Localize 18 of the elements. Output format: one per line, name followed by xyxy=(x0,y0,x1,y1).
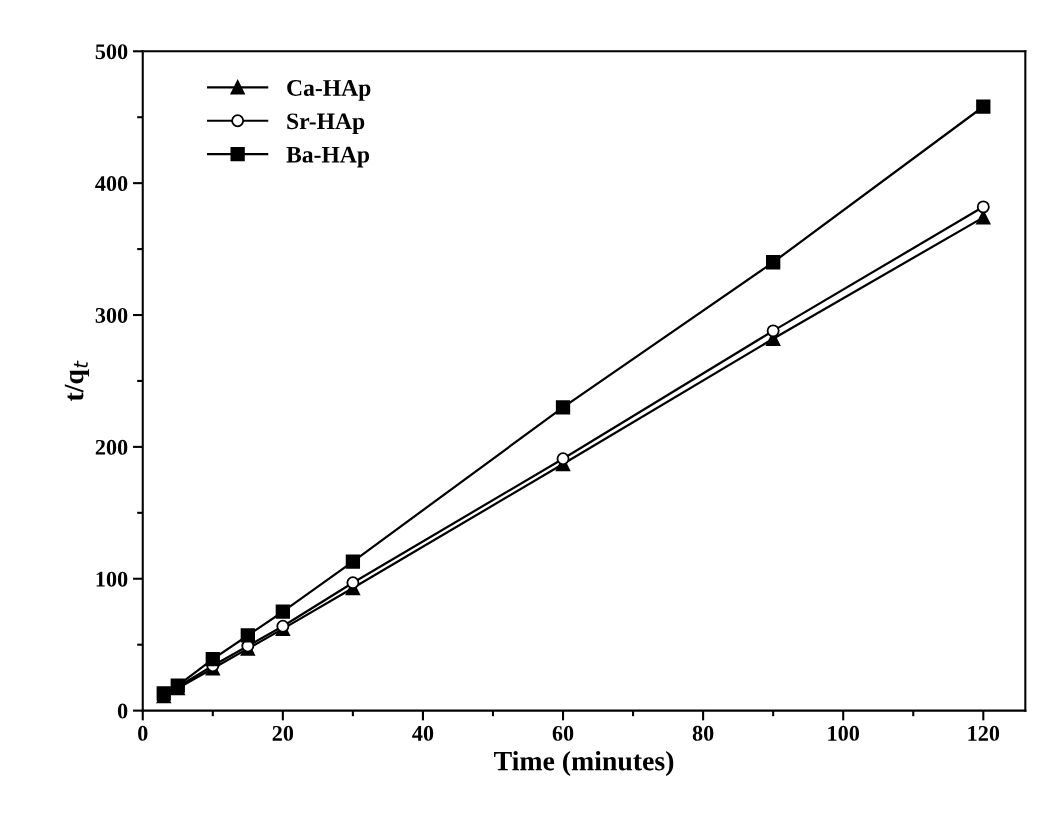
y-tick-label: 400 xyxy=(95,176,128,192)
x-axis-title: Time (minutes) xyxy=(494,750,674,777)
x-tick-label: 20 xyxy=(272,725,294,741)
x-tick-label: 60 xyxy=(552,725,574,741)
x-tick-label: 100 xyxy=(828,725,860,741)
legend-label: Sr-HAp xyxy=(287,113,365,135)
y-tick-label: 100 xyxy=(96,571,128,587)
y-axis-title: t/q$_{t}$ xyxy=(64,360,90,402)
legend-label: Ca-HAp xyxy=(287,80,371,101)
x-tick-label: 120 xyxy=(968,725,1000,741)
legend-label: Ba-HAp xyxy=(286,146,370,168)
y-tick-label: 0 xyxy=(117,703,128,719)
x-tick-label: 80 xyxy=(692,725,714,741)
y-tick-label: 200 xyxy=(95,439,128,455)
y-tick-label: 500 xyxy=(95,44,128,60)
x-tick-label: 40 xyxy=(412,725,434,741)
y-tick-label: 300 xyxy=(95,307,128,323)
x-tick-label: 0 xyxy=(138,725,148,741)
